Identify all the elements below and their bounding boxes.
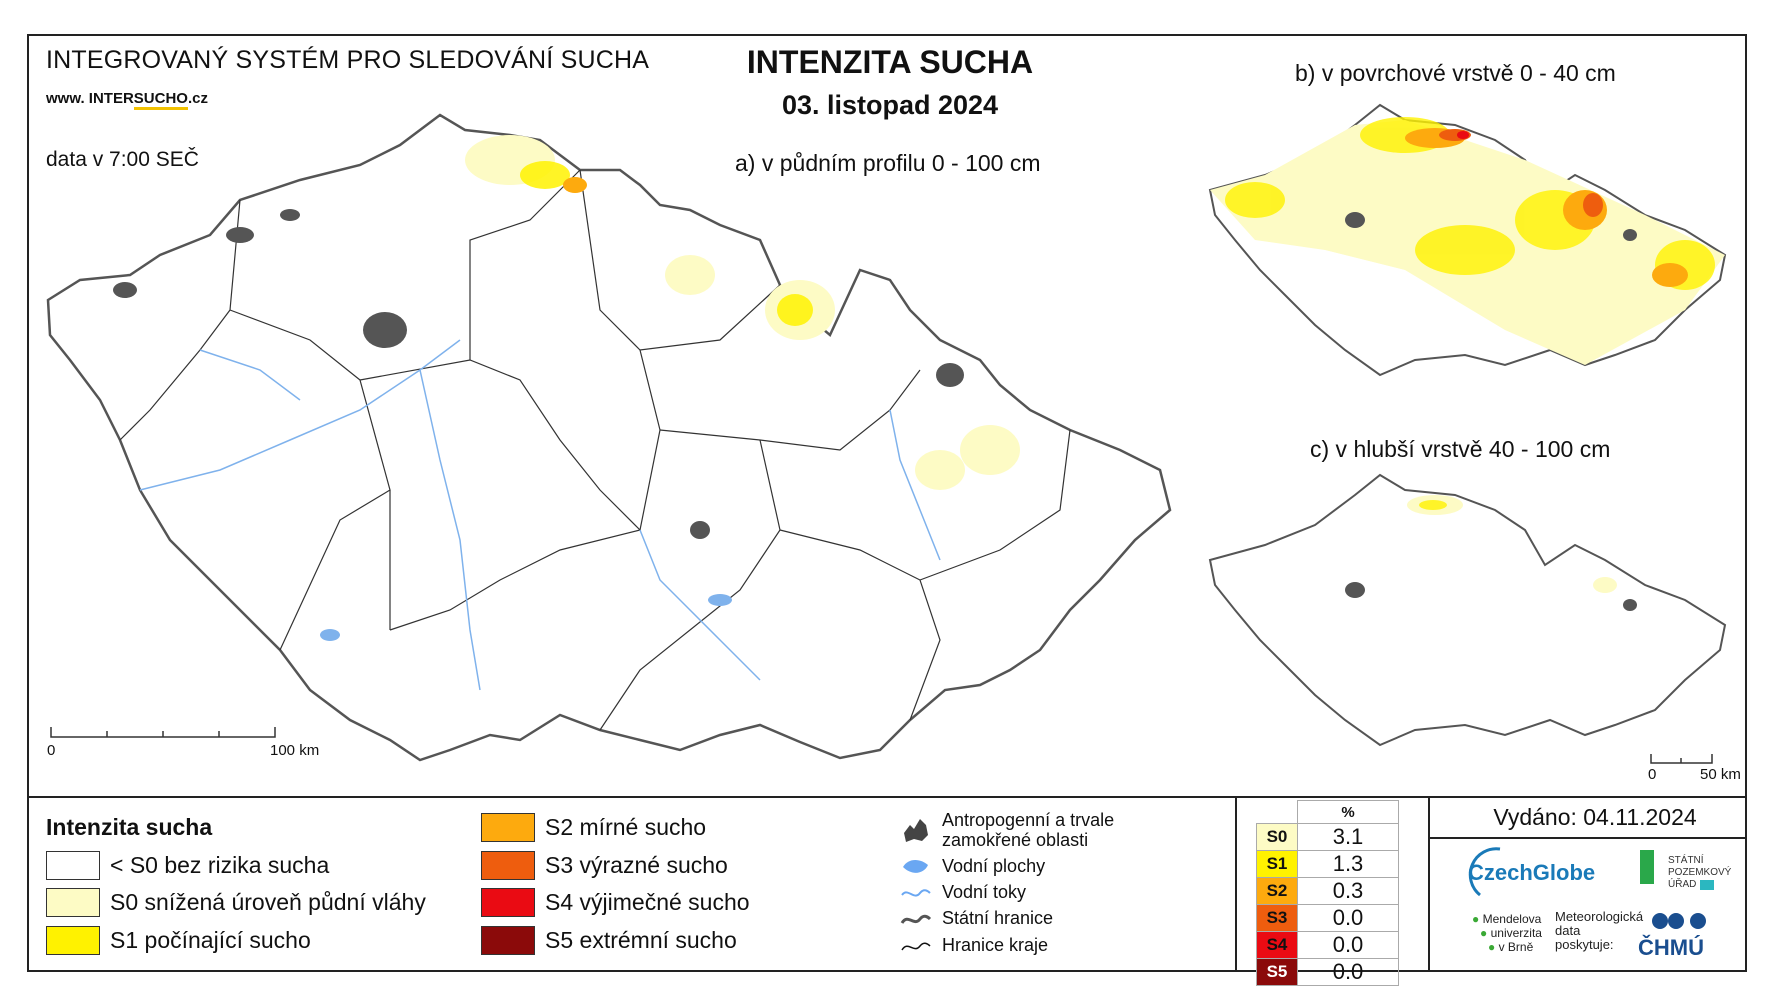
legend-symbol-state-border: Státní hranice: [900, 908, 1053, 929]
legend-symbol-region-border: Hranice kraje: [900, 935, 1048, 956]
website-link[interactable]: www. INTERSUCHO.cz: [46, 90, 208, 110]
spu-logo: STÁTNÍ POZEMKOVÝ ÚŘAD: [1668, 855, 1732, 890]
main-drought-map: [46, 113, 1172, 762]
map-date: 03. listopad 2024: [781, 90, 999, 120]
legend-symbol-urban: Antropogenní a trvale zamokřené oblasti: [900, 810, 1114, 850]
table-row: S5 0.0: [1256, 958, 1399, 986]
legend-class-none: < S0 bez rizika sucha: [46, 851, 329, 880]
legend-title: Intenzita sucha: [46, 814, 213, 840]
water-body-icon: [903, 859, 928, 873]
small-scale-start: 0: [1648, 766, 1657, 783]
main-scale-bar: [50, 727, 276, 738]
map-a-label: a) v půdním profilu 0 - 100 cm: [735, 150, 1041, 176]
table-row: S2 0.3: [1256, 877, 1399, 905]
map-b-label: b) v povrchové vrstvě 0 - 40 cm: [1295, 60, 1616, 86]
table-row: S3 0.0: [1256, 904, 1399, 932]
czechglobe-logo: CzechGlobe: [1468, 860, 1596, 885]
legend-divider: [27, 796, 1747, 798]
map-frame: [27, 34, 1747, 972]
legend-swatch: [46, 926, 100, 955]
spu-logo-icon: [1640, 850, 1654, 884]
surface-drought-map: [1208, 103, 1727, 377]
issued-divider: [1428, 837, 1747, 839]
legend-swatch: [481, 888, 535, 917]
legend-swatch: [46, 851, 100, 880]
table-row: S1 1.3: [1256, 850, 1399, 878]
legend-class-s3: S3 výrazné sucho: [481, 851, 728, 880]
met-data-note: Meteorologická data poskytuje:: [1555, 909, 1644, 952]
table-row: S0 3.1: [1256, 823, 1399, 851]
river-icon: [901, 888, 931, 897]
czechglobe-logo-icon: [1468, 847, 1501, 897]
legend-class-s4: S4 výjimečné sucho: [481, 888, 750, 917]
divider-stats: [1235, 797, 1237, 972]
small-scale-bar: [1650, 754, 1713, 764]
legend-class-s1: S1 počínající sucho: [46, 926, 311, 955]
main-scale-start: 0: [47, 742, 56, 759]
mendelu-logo: ● Mendelova ● univerzita ● v Brně: [1472, 912, 1542, 954]
issued-date: Vydáno: 04.11.2024: [1493, 804, 1697, 830]
main-title: INTENZITA SUCHA: [746, 44, 1034, 80]
legend-class-s2: S2 mírné sucho: [481, 813, 706, 842]
stats-header: %: [1297, 800, 1399, 824]
spu-accent-icon: [1700, 880, 1714, 890]
legend-swatch: [481, 851, 535, 880]
legend-swatch: [46, 888, 100, 917]
state-border-icon: [900, 914, 932, 924]
deep-drought-map: [1208, 473, 1727, 747]
divider-logos: [1428, 797, 1430, 972]
chmu-logo: ČHMÚ: [1638, 935, 1704, 960]
legend-symbol-river: Vodní toky: [900, 882, 1026, 903]
legend-class-s0: S0 snížená úroveň půdní vláhy: [46, 888, 426, 917]
chmu-logo-icon: [1652, 913, 1706, 929]
urban-area-icon: [904, 819, 928, 842]
legend-symbol-water: Vodní plochy: [900, 855, 1045, 877]
legend-swatch: [481, 813, 535, 842]
map-c-label: c) v hlubší vrstvě 40 - 100 cm: [1310, 436, 1611, 462]
main-scale-end: 100 km: [270, 742, 320, 759]
legend-swatch: [481, 926, 535, 955]
data-time: data v 7:00 SEČ: [46, 148, 199, 171]
drought-stats-table: % S0 3.1 S1 1.3 S2 0.3 S3 0.0 S4 0.0 S5 0.0: [1256, 800, 1399, 986]
table-row: %: [1257, 800, 1399, 824]
legend-class-s5: S5 extrémní sucho: [481, 926, 737, 955]
table-row: S4 0.0: [1256, 931, 1399, 959]
small-scale-end: 50 km: [1700, 766, 1741, 783]
region-border-icon: [901, 942, 931, 950]
system-title: INTEGROVANÝ SYSTÉM PRO SLEDOVÁNÍ SUCHA: [46, 46, 650, 74]
